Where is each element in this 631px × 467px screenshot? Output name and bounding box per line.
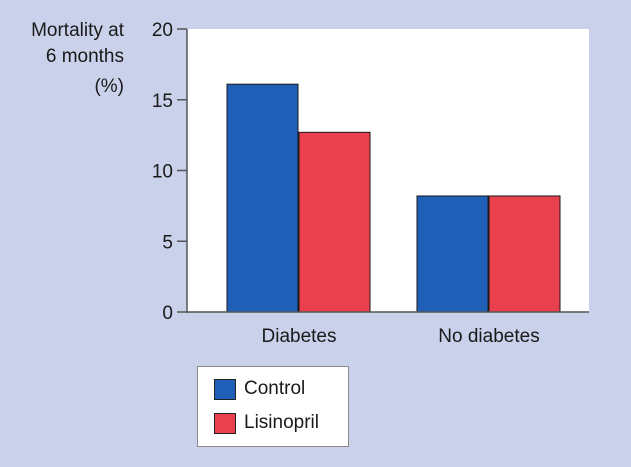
y-axis-label: Mortality at 6 months (%) bbox=[31, 20, 125, 97]
bar-lisinopril-diabetes bbox=[298, 131, 371, 313]
x-tick-label: No diabetes bbox=[438, 326, 539, 347]
bar-control-no-diabetes bbox=[416, 195, 489, 313]
legend-item-lisinopril: Lisinopril bbox=[214, 410, 319, 436]
bars-group bbox=[226, 83, 561, 313]
legend: Control Lisinopril bbox=[197, 366, 349, 447]
legend-label-control: Control bbox=[244, 378, 306, 399]
y-tick-label: 20 bbox=[152, 20, 173, 41]
y-axis: 0 5 10 15 20 bbox=[152, 20, 188, 324]
y-axis-label-line: Mortality at bbox=[31, 20, 125, 41]
y-tick-label: 0 bbox=[162, 303, 173, 324]
x-tick-label: Diabetes bbox=[262, 326, 337, 347]
y-axis-label-line: 6 months bbox=[46, 46, 124, 67]
y-tick-label: 5 bbox=[162, 232, 173, 253]
x-axis: Diabetes No diabetes bbox=[187, 311, 589, 347]
legend-item-control: Control bbox=[214, 376, 305, 402]
bar-control-diabetes bbox=[226, 83, 299, 313]
y-tick-label: 10 bbox=[152, 162, 173, 183]
legend-swatch-control bbox=[214, 378, 236, 400]
legend-label-lisinopril: Lisinopril bbox=[244, 412, 319, 433]
bar-lisinopril-no-diabetes bbox=[488, 195, 561, 313]
legend-swatch-lisinopril bbox=[214, 412, 236, 434]
y-axis-label-line: (%) bbox=[94, 76, 124, 97]
y-tick-label: 15 bbox=[152, 91, 173, 112]
